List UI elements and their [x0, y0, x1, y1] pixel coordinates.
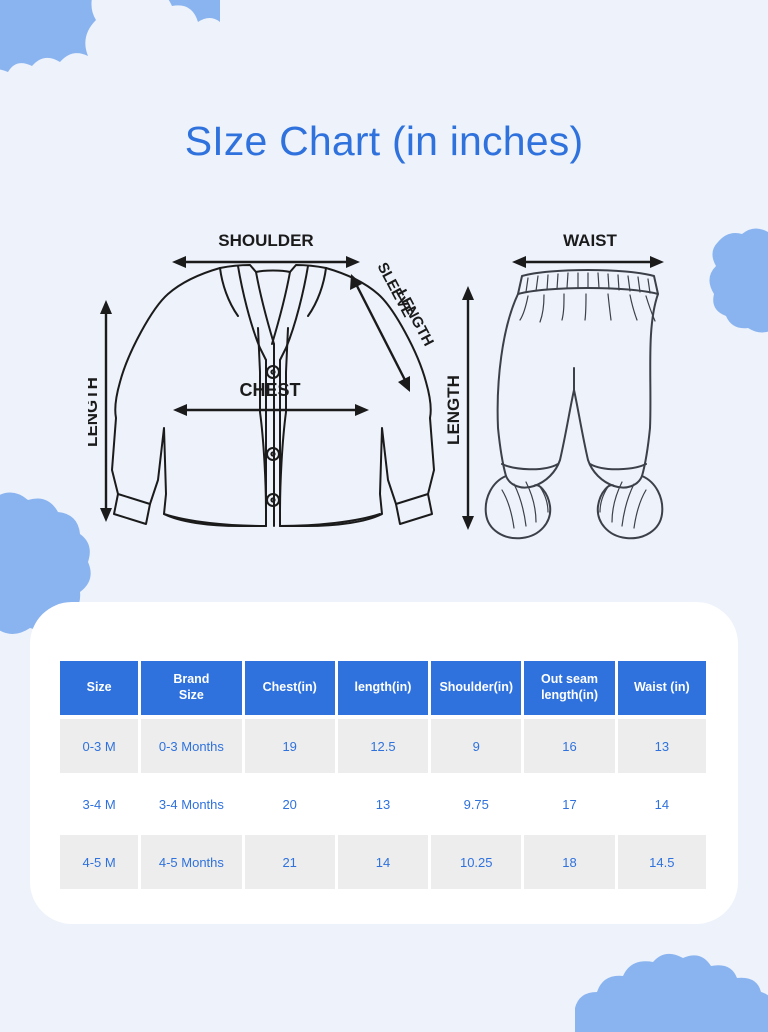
cell-chest: 21	[244, 835, 335, 889]
header-waist: Waist (in)	[617, 661, 706, 715]
header-shoulder: Shoulder(in)	[431, 661, 522, 715]
header-out-seam-length: Out seam length(in)	[524, 661, 615, 715]
pants-diagram: WAIST LENGTH	[444, 232, 664, 540]
table-body: 0-3 M 0-3 Months 19 12.5 9 16 13 3-4 M 3…	[60, 719, 706, 889]
header-brand-size-line1: Brand	[173, 672, 210, 687]
header-out-seam-line1: Out seam	[541, 672, 599, 687]
table-row: 0-3 M 0-3 Months 19 12.5 9 16 13	[60, 719, 706, 773]
label-waist: WAIST	[563, 232, 617, 250]
label-chest: CHEST	[239, 380, 300, 400]
cloud-bottom-right-icon	[575, 953, 768, 1032]
cell-chest: 19	[244, 719, 335, 773]
table-header-row: Size Brand Size Chest(in) length(in) Sho…	[60, 661, 706, 715]
cell-size: 0-3 M	[60, 719, 139, 773]
cell-size: 3-4 M	[60, 777, 139, 831]
size-table-card: Size Brand Size Chest(in) length(in) Sho…	[30, 602, 738, 924]
cell-brand-size: 3-4 Months	[141, 777, 242, 831]
size-table: Size Brand Size Chest(in) length(in) Sho…	[57, 657, 709, 893]
header-size: Size	[60, 661, 139, 715]
cell-chest: 20	[244, 777, 335, 831]
cell-out-seam-length: 17	[524, 777, 615, 831]
header-chest: Chest(in)	[244, 661, 335, 715]
cell-shoulder: 10.25	[431, 835, 522, 889]
cell-length: 12.5	[337, 719, 429, 773]
header-length: length(in)	[337, 661, 429, 715]
cell-length: 13	[337, 777, 429, 831]
cardigan-diagram: SHOULDER CHEST LENGTH SLEEVE LENGTH	[88, 232, 437, 527]
header-brand-size: Brand Size	[141, 661, 242, 715]
garment-diagrams: SHOULDER CHEST LENGTH SLEEVE LENGTH	[0, 232, 768, 552]
cell-brand-size: 0-3 Months	[141, 719, 242, 773]
header-brand-size-line2: Size	[178, 688, 204, 702]
cell-out-seam-length: 16	[524, 719, 615, 773]
table-row: 3-4 M 3-4 Months 20 13 9.75 17 14	[60, 777, 706, 831]
cell-brand-size: 4-5 Months	[141, 835, 242, 889]
cell-waist: 14.5	[617, 835, 706, 889]
label-shoulder: SHOULDER	[218, 232, 313, 250]
header-out-seam-line2: length(in)	[541, 688, 598, 702]
cell-waist: 13	[617, 719, 706, 773]
cell-shoulder: 9	[431, 719, 522, 773]
label-length-pants: LENGTH	[444, 375, 463, 445]
cell-length: 14	[337, 835, 429, 889]
table-row: 4-5 M 4-5 Months 21 14 10.25 18 14.5	[60, 835, 706, 889]
cell-size: 4-5 M	[60, 835, 139, 889]
page-title: SIze Chart (in inches)	[184, 118, 584, 164]
cell-waist: 14	[617, 777, 706, 831]
cell-out-seam-length: 18	[524, 835, 615, 889]
label-length-top: LENGTH	[88, 377, 101, 447]
table-header: Size Brand Size Chest(in) length(in) Sho…	[60, 661, 706, 715]
cell-shoulder: 9.75	[431, 777, 522, 831]
label-sleeve-length-line2: LENGTH	[393, 287, 437, 349]
